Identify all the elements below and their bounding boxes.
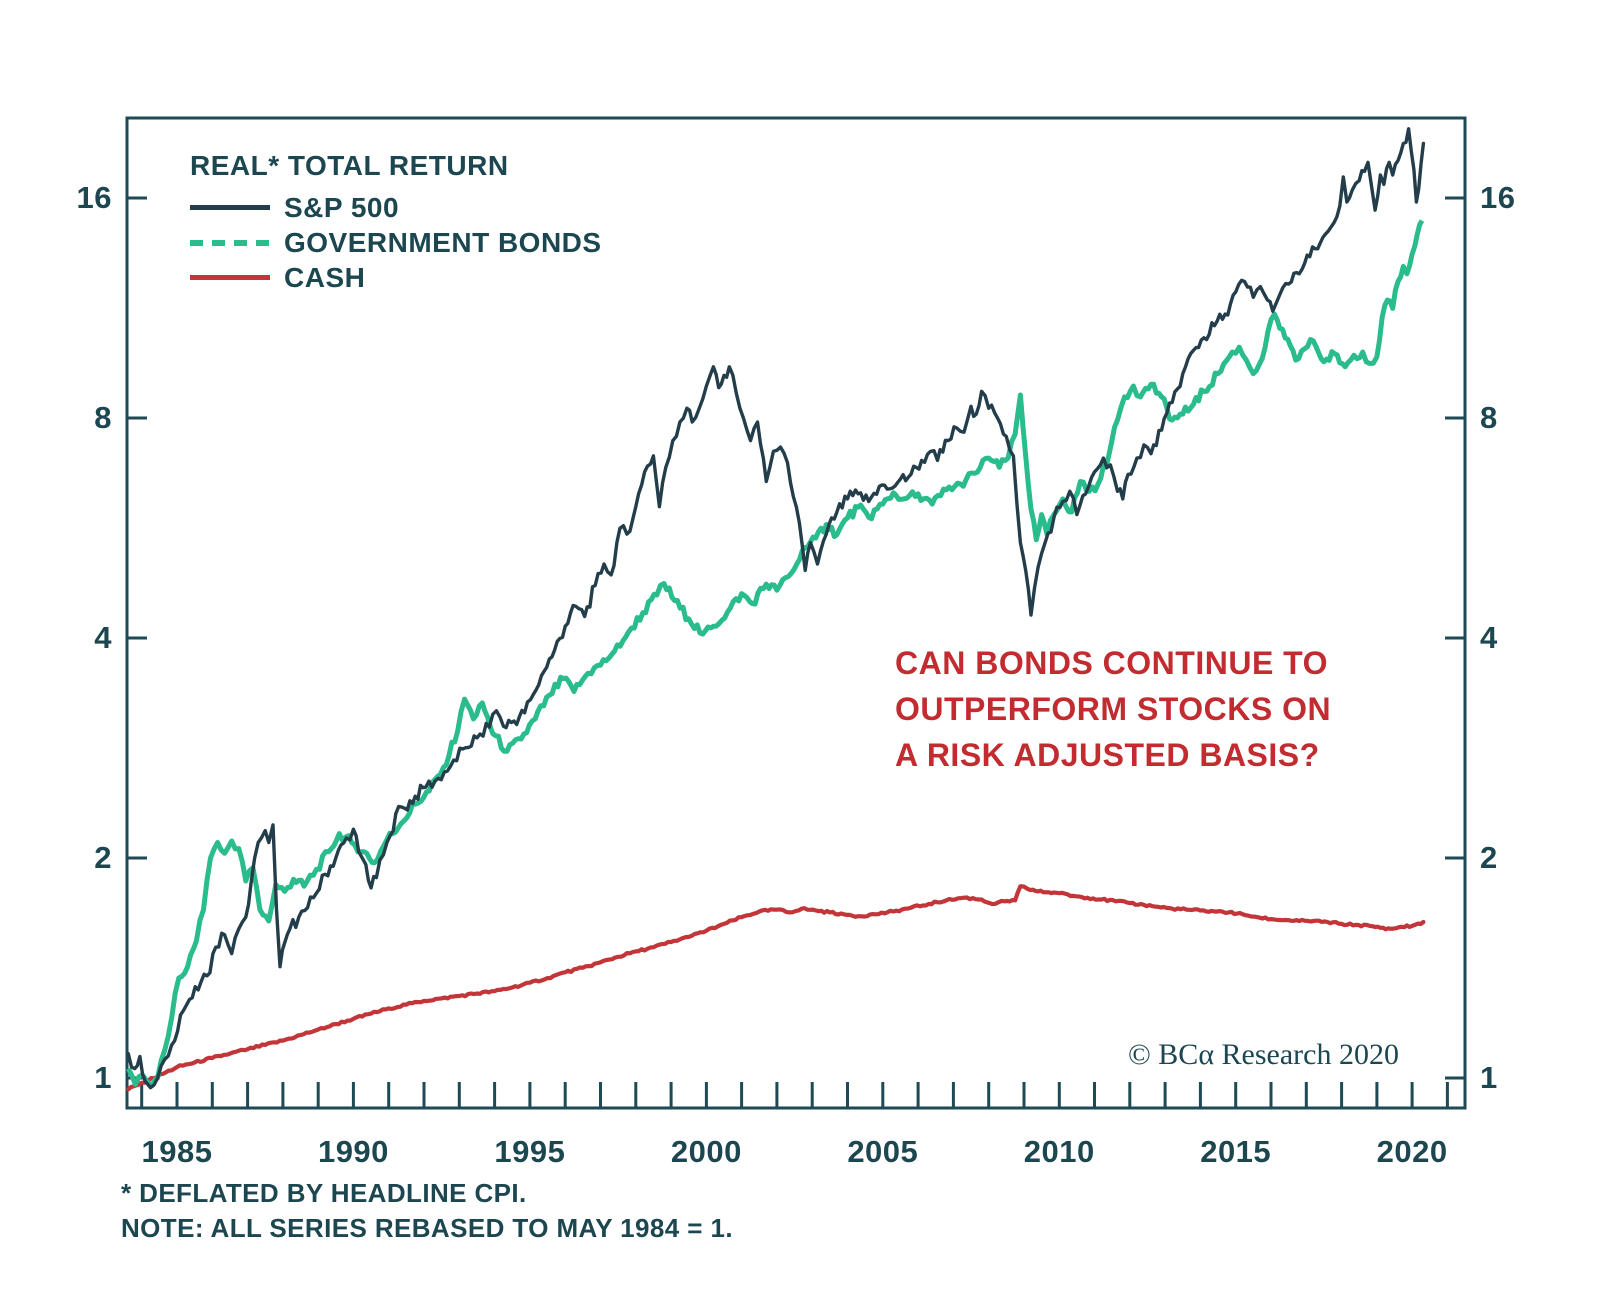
- x-tick-label-1985: 1985: [141, 1134, 213, 1169]
- x-tick-label-2005: 2005: [847, 1134, 919, 1169]
- series-line-s-p-500: [126, 127, 1426, 1090]
- footnote-rebase: NOTE: ALL SERIES REBASED TO MAY 1984 = 1…: [121, 1213, 733, 1243]
- x-tick-label-1995: 1995: [494, 1134, 566, 1169]
- x-tick-label-2020: 2020: [1376, 1134, 1448, 1169]
- annotation-line-2: OUTPERFORM STOCKS ON: [895, 691, 1332, 727]
- annotation-line-1: CAN BONDS CONTINUE TO: [895, 645, 1329, 681]
- government-bonds-line-swatch: [190, 239, 270, 246]
- legend-item-cash: CASH: [190, 260, 602, 295]
- legend-item-sp500: S&P 500: [190, 190, 602, 225]
- y-tick-label-right-1: 1: [1480, 1060, 1498, 1095]
- y-tick-label-left-4: 4: [94, 620, 112, 655]
- y-tick-label-left-16: 16: [76, 180, 112, 215]
- footnote-deflator: * DEFLATED BY HEADLINE CPI.: [121, 1178, 527, 1208]
- y-tick-label-left-8: 8: [94, 400, 112, 435]
- y-tick-label-left-2: 2: [94, 840, 112, 875]
- y-tick-label-right-16: 16: [1480, 180, 1516, 215]
- legend-title: REAL* TOTAL RETURN: [190, 150, 509, 181]
- y-tick-label-right-4: 4: [1480, 620, 1498, 655]
- annotation-line-3: A RISK ADJUSTED BASIS?: [895, 737, 1320, 773]
- chart-legend: REAL* TOTAL RETURN S&P 500 GOVERNMENT BO…: [190, 150, 602, 295]
- cash-line-swatch: [190, 275, 270, 280]
- x-tick-label-2015: 2015: [1200, 1134, 1272, 1169]
- y-tick-label-right-8: 8: [1480, 400, 1498, 435]
- copyright-watermark: © BCα Research 2020: [1128, 1038, 1399, 1071]
- legend-item-government-bonds: GOVERNMENT BONDS: [190, 225, 602, 260]
- annotation-text: CAN BONDS CONTINUE TO OUTPERFORM STOCKS …: [895, 640, 1331, 778]
- x-tick-label-1990: 1990: [317, 1134, 389, 1169]
- series-line-cash: [126, 884, 1426, 1092]
- sp500-line-swatch: [190, 205, 270, 210]
- footnotes: * DEFLATED BY HEADLINE CPI. NOTE: ALL SE…: [121, 1176, 733, 1246]
- series-line-government-bonds: [126, 219, 1425, 1088]
- x-tick-label-2000: 2000: [670, 1134, 742, 1169]
- y-tick-label-right-2: 2: [1480, 840, 1498, 875]
- y-tick-label-left-1: 1: [94, 1060, 112, 1095]
- x-tick-label-2010: 2010: [1023, 1134, 1095, 1169]
